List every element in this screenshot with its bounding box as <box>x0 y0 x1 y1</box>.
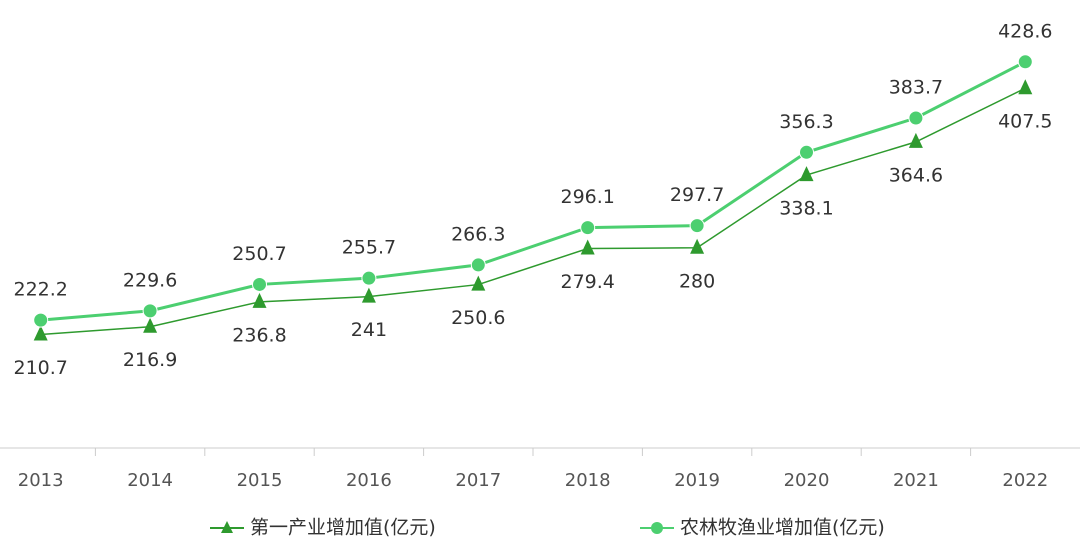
series: 222.2 229.6 250.7 255.7 266.3 296.1 297.7 356.3… <box>13 20 1053 328</box>
point <box>142 303 158 319</box>
point <box>580 239 595 255</box>
x-tick-label: 2020 <box>784 470 830 491</box>
data-label: 255.7 <box>342 237 396 259</box>
x-tick-label: 2013 <box>18 470 64 491</box>
point <box>799 144 814 160</box>
series: 210.7 216.9 236.8 241 250.6 279.4 280 338.1 364.… <box>13 79 1053 379</box>
legend-marker <box>221 521 233 533</box>
data-label: 296.1 <box>560 186 614 208</box>
data-label: 407.5 <box>998 111 1052 133</box>
data-label: 279.4 <box>560 271 614 293</box>
point <box>361 270 377 286</box>
data-label: 297.7 <box>670 184 724 206</box>
point <box>33 325 48 341</box>
line <box>40 60 1026 322</box>
legend-label: 农林牧渔业增加值(亿元) <box>680 517 885 539</box>
point <box>470 257 486 273</box>
legend-label: 第一产业增加值(亿元) <box>250 517 436 539</box>
point <box>799 166 814 182</box>
line <box>40 87 1026 336</box>
data-label: 356.3 <box>779 111 833 133</box>
data-label: 383.7 <box>889 76 943 98</box>
data-label: 250.7 <box>232 243 286 265</box>
point <box>580 220 596 236</box>
data-label: 428.6 <box>998 20 1052 42</box>
data-label: 210.7 <box>13 357 67 379</box>
point <box>252 292 267 308</box>
data-label: 222.2 <box>13 279 67 301</box>
x-tick-label: 2021 <box>893 470 939 491</box>
point <box>361 287 376 303</box>
x-tick-label: 2014 <box>127 470 173 491</box>
data-label: 216.9 <box>123 349 177 371</box>
point <box>690 238 705 254</box>
data-label: 364.6 <box>889 164 943 186</box>
point <box>252 276 267 292</box>
data-label: 229.6 <box>123 269 177 291</box>
point <box>471 275 486 291</box>
data-label: 280 <box>679 270 715 292</box>
x-tick-label: 2015 <box>237 470 283 491</box>
x-tick-label: 2022 <box>1002 470 1048 491</box>
point <box>143 317 158 333</box>
point <box>908 110 924 126</box>
x-tick-label: 2018 <box>565 470 611 491</box>
x-tick-label: 2017 <box>455 470 501 491</box>
point <box>689 218 705 234</box>
data-label: 250.6 <box>451 307 505 329</box>
x-tick-label: 2016 <box>346 470 392 491</box>
data-label: 241 <box>351 319 387 341</box>
point <box>33 312 49 328</box>
data-label: 236.8 <box>232 324 286 346</box>
point <box>908 132 923 148</box>
data-label: 338.1 <box>779 198 833 220</box>
x-tick-label: 2019 <box>674 470 720 491</box>
point <box>1018 79 1033 95</box>
legend-marker <box>651 522 663 534</box>
point <box>1017 54 1033 70</box>
data-label: 266.3 <box>451 223 505 245</box>
